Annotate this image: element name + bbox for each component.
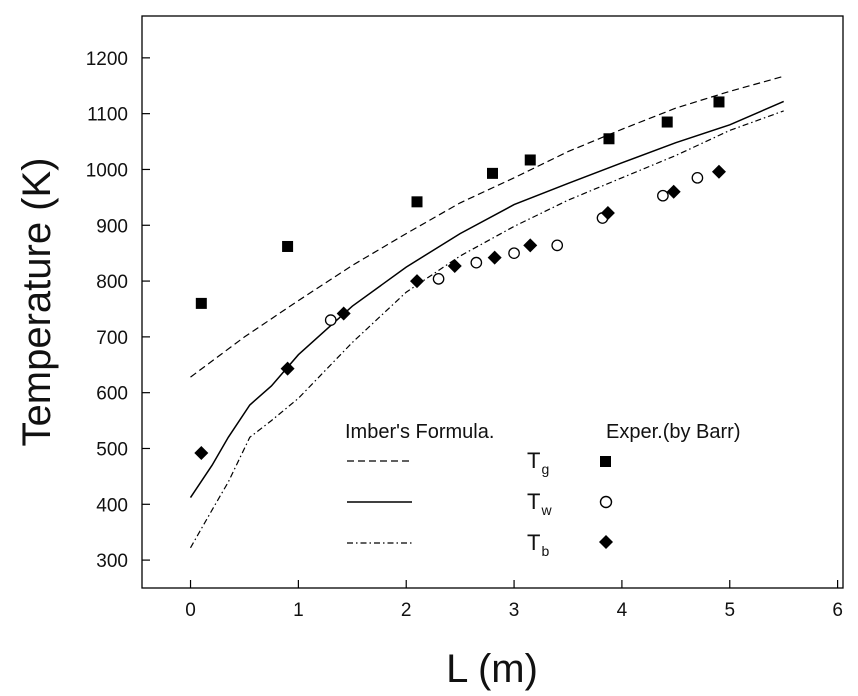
y-tick-label: 600 bbox=[96, 384, 128, 405]
x-tick-label: 4 bbox=[617, 600, 628, 621]
point-tg bbox=[196, 298, 207, 309]
x-tick-label: 6 bbox=[832, 600, 843, 621]
point-tg bbox=[662, 117, 673, 128]
plot-frame bbox=[142, 16, 843, 588]
x-tick-label: 3 bbox=[509, 600, 520, 621]
y-tick-label: 500 bbox=[96, 439, 128, 460]
point-tb bbox=[488, 251, 502, 265]
legend-marker-tg bbox=[600, 456, 611, 467]
x-tick-label: 1 bbox=[293, 600, 304, 621]
legend-symbol-tb: T bbox=[527, 530, 540, 555]
x-tick-label: 0 bbox=[185, 600, 196, 621]
point-tb bbox=[523, 238, 537, 252]
point-tg bbox=[603, 133, 614, 144]
legend-subscript-tb: b bbox=[541, 543, 549, 559]
y-tick-label: 900 bbox=[96, 216, 128, 237]
legend-label-tg: Tg bbox=[527, 448, 549, 477]
point-tw bbox=[326, 315, 336, 325]
legend-label-tw: Tw bbox=[527, 489, 552, 518]
point-tw bbox=[471, 257, 481, 267]
legend-marker-tb bbox=[599, 535, 613, 549]
legend-model-header: Imber's Formula. bbox=[345, 421, 494, 443]
x-tick-label: 5 bbox=[724, 600, 735, 621]
legend-subscript-tg: g bbox=[541, 461, 549, 477]
model-curves bbox=[191, 76, 784, 548]
curve-tg bbox=[191, 76, 784, 377]
legend-symbol-tw: T bbox=[527, 489, 540, 514]
point-tg bbox=[525, 154, 536, 165]
point-tb bbox=[712, 165, 726, 179]
point-tb bbox=[667, 185, 681, 199]
point-tg bbox=[713, 96, 724, 107]
y-tick-label: 800 bbox=[96, 272, 128, 293]
legend-subscript-tw: w bbox=[540, 502, 552, 518]
point-tb bbox=[448, 259, 462, 273]
point-tg bbox=[412, 196, 423, 207]
point-tw bbox=[433, 274, 443, 284]
legend-marker-tw bbox=[601, 497, 612, 508]
point-tb bbox=[194, 446, 208, 460]
legend-exp-header: Exper.(by Barr) bbox=[606, 421, 740, 443]
x-axis-title: L (m) bbox=[446, 647, 538, 691]
y-tick-label: 1000 bbox=[86, 160, 128, 181]
y-tick-label: 400 bbox=[96, 495, 128, 516]
y-tick-label: 300 bbox=[96, 551, 128, 572]
point-tg bbox=[282, 241, 293, 252]
y-tick-label: 1200 bbox=[86, 49, 128, 70]
legend-symbol-tg: T bbox=[527, 448, 540, 473]
experimental-points bbox=[194, 96, 726, 460]
point-tw bbox=[692, 173, 702, 183]
axes: 0 1 2 3 4 5 6 300 400 500 600 700 800 900 1000 1100 1200 bbox=[86, 49, 843, 621]
legend: Imber's Formula. Exper.(by Barr) Tg Tw T… bbox=[345, 421, 740, 559]
point-tb bbox=[410, 274, 424, 288]
point-tg bbox=[487, 168, 498, 179]
y-tick-label: 700 bbox=[96, 328, 128, 349]
y-axis-title: Temperature (K) bbox=[15, 158, 59, 447]
y-tick-label: 1100 bbox=[87, 105, 128, 126]
x-tick-label: 2 bbox=[401, 600, 412, 621]
point-tw bbox=[658, 190, 668, 200]
point-tw bbox=[552, 240, 562, 250]
point-tw bbox=[509, 248, 519, 258]
legend-label-tb: Tb bbox=[527, 530, 549, 559]
